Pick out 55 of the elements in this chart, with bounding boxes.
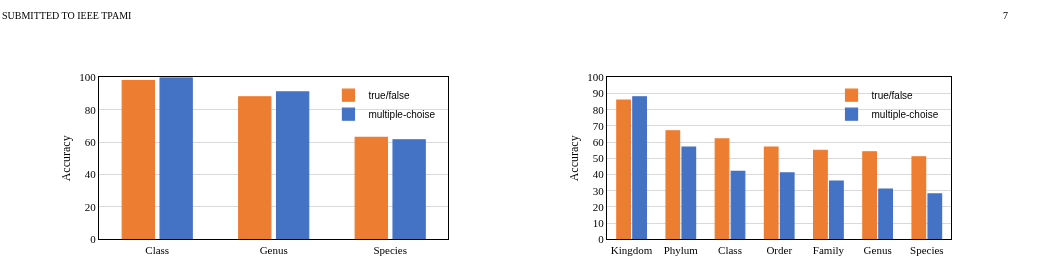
x-tick-label: Family: [812, 243, 845, 256]
y-tick-label: 20: [592, 200, 605, 213]
y-axis-title: Accuracy: [58, 135, 73, 182]
bar: [779, 172, 795, 240]
y-tick-label: 10: [592, 216, 605, 229]
bar: [927, 193, 943, 240]
y-tick-label: 80: [592, 103, 605, 116]
x-tick-label: Species: [373, 243, 407, 256]
bar: [665, 130, 681, 240]
x-tick-label: Class: [145, 243, 170, 256]
y-tick-label: 20: [84, 200, 97, 213]
y-tick-label: 50: [592, 152, 605, 165]
y-axis-title: Accuracy: [566, 135, 581, 182]
x-tick-label: Class: [718, 243, 742, 256]
y-tick-label: 0: [598, 233, 605, 246]
bar: [813, 149, 828, 240]
x-tick-label: Kingdom: [610, 243, 653, 256]
x-tick-label: Species: [910, 243, 944, 256]
y-tick-label: 0: [90, 233, 97, 246]
bar: [238, 96, 272, 240]
y-tick-label: 90: [592, 87, 605, 100]
x-tick-label: Order: [766, 243, 793, 256]
bar: [862, 151, 878, 240]
bar: [829, 180, 844, 240]
bar: [714, 138, 730, 240]
bar: [392, 139, 426, 240]
y-tick-label: 30: [592, 184, 605, 197]
y-tick-label: 100: [79, 71, 97, 84]
legend-label: multiple-choise: [871, 109, 939, 121]
x-tick-label: Genus: [863, 243, 892, 256]
bar: [911, 156, 927, 240]
y-tick-label: 80: [84, 103, 97, 116]
bar: [616, 99, 632, 240]
legend-label: true/false: [871, 90, 914, 102]
bar: [730, 170, 746, 240]
bar: [763, 146, 779, 240]
bar: [632, 96, 647, 240]
bar: [354, 136, 388, 240]
y-tick-label: 100: [587, 71, 605, 84]
legend-label: multiple-choise: [368, 109, 436, 121]
bar: [878, 188, 894, 240]
y-tick-label: 70: [592, 119, 605, 132]
legend-label: true/false: [368, 90, 411, 102]
bar: [159, 77, 193, 240]
bar: [681, 146, 697, 240]
y-tick-label: 40: [84, 168, 97, 181]
y-tick-label: 60: [592, 136, 605, 148]
text: SUBMITTED TO IEEE TPAMI: [2, 10, 132, 21]
bar: [275, 91, 310, 240]
y-tick-label: 60: [84, 136, 97, 148]
x-tick-label: Phylum: [663, 243, 699, 256]
x-tick-label: Genus: [259, 243, 288, 256]
y-tick-label: 40: [592, 168, 605, 181]
bar: [121, 80, 155, 240]
text: 7: [1003, 10, 1008, 21]
